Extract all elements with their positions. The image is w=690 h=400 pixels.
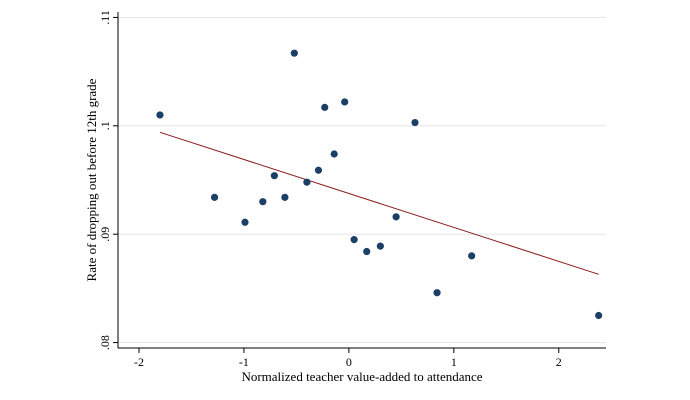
x-tick-label: -2 (134, 355, 144, 369)
data-point (468, 252, 476, 260)
data-point (156, 111, 164, 119)
data-point (303, 178, 311, 186)
data-point (350, 236, 358, 244)
x-ticks: -2 -1 0 1 2 (134, 348, 562, 369)
data-point (314, 166, 323, 174)
y-tick-label: .11 (98, 10, 112, 25)
data-point (321, 103, 329, 111)
data-point (363, 247, 371, 256)
x-tick-label: 1 (451, 355, 457, 369)
data-point (595, 311, 603, 320)
x-tick-label: 0 (346, 355, 352, 369)
x-tick-label: -1 (239, 355, 249, 369)
data-point (433, 289, 441, 297)
data-points (156, 49, 603, 320)
axes (117, 12, 606, 349)
data-point (210, 193, 219, 201)
y-tick-label: .09 (98, 227, 112, 242)
data-point (411, 118, 419, 127)
data-point (281, 193, 289, 201)
y-ticks: .08 .09 .1 .11 (98, 10, 118, 350)
data-point (330, 150, 338, 158)
data-point (341, 98, 349, 106)
data-point (259, 198, 267, 206)
x-tick-label: 2 (556, 355, 562, 369)
y-tick-label: .1 (98, 121, 112, 130)
data-point (376, 242, 384, 250)
y-tick-label: .08 (98, 335, 112, 350)
fitted-line (159, 131, 599, 275)
data-point (392, 213, 400, 221)
y-axis-title: Rate of dropping out before 12th grade (84, 78, 99, 281)
grid-lines (118, 16, 606, 344)
x-axis-title: Normalized teacher value-added to attend… (241, 369, 482, 384)
data-point (241, 218, 249, 226)
data-point (290, 49, 298, 57)
data-point (270, 172, 278, 180)
